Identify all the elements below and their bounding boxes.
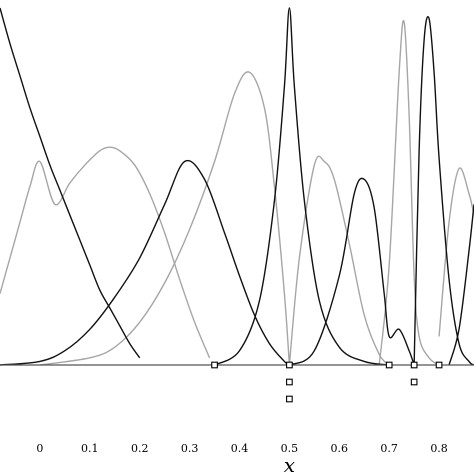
- basis-curve-1: [0, 7, 141, 359]
- x-tick-label: 0.3: [181, 442, 199, 455]
- x-tick-label: 0.2: [131, 442, 149, 455]
- knot-marker-7: [410, 378, 418, 386]
- basis-curve-8: [378, 20, 440, 366]
- x-tick-label: 0.6: [331, 442, 349, 455]
- knot-markers: [211, 361, 443, 403]
- x-tick-labels: 00.10.20.30.40.50.60.70.80: [36, 442, 448, 455]
- knot-marker-3: [286, 378, 293, 386]
- knot-marker-2: [286, 361, 293, 369]
- x-tick-label: 0.7: [380, 442, 398, 455]
- basis-curve-11: [448, 204, 474, 366]
- basis-curve-4: [39, 71, 291, 366]
- knot-marker-8: [435, 361, 443, 369]
- knot-marker-1: [211, 361, 218, 369]
- knot-marker-6: [410, 361, 418, 369]
- x-tick-label: 0.4: [231, 442, 249, 455]
- basis-curve-9: [413, 16, 474, 366]
- knot-marker-5: [385, 361, 393, 369]
- basis-curve-5: [214, 7, 390, 366]
- basis-curve-7: [289, 177, 415, 366]
- x-axis-label: x: [284, 453, 295, 474]
- x-tick-label: 0.5: [281, 442, 299, 455]
- x-tick-label: 0: [36, 442, 43, 455]
- x-tick-label: 0.1: [81, 442, 99, 455]
- x-tick-label: 0.8: [430, 442, 448, 455]
- curves-layer: [0, 7, 474, 366]
- basis-curve-10: [438, 167, 474, 337]
- basis-curve-6: [288, 155, 390, 366]
- basis-curve-2: [0, 146, 211, 359]
- basis-curve-3: [0, 159, 290, 366]
- knot-marker-4: [286, 395, 293, 403]
